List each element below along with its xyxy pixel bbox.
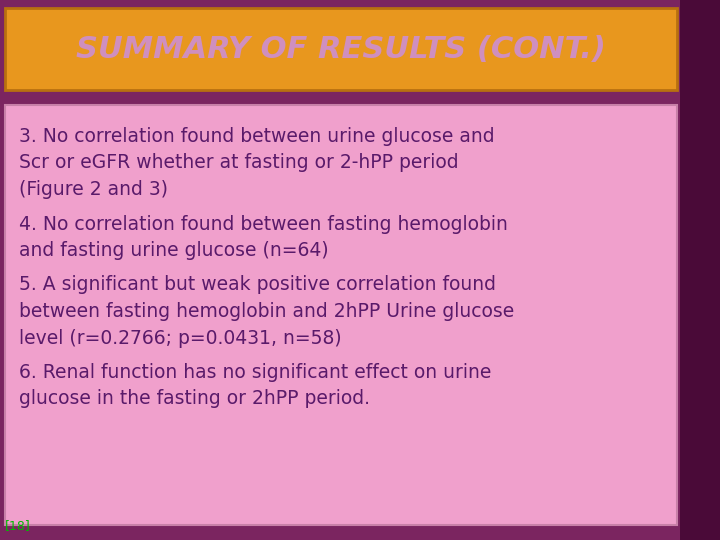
Bar <box>5 105 677 525</box>
Bar <box>680 0 720 540</box>
Bar <box>5 8 677 90</box>
Text: SUMMARY OF RESULTS (CONT.): SUMMARY OF RESULTS (CONT.) <box>76 35 606 64</box>
Text: between fasting hemoglobin and 2hPP Urine glucose: between fasting hemoglobin and 2hPP Urin… <box>19 302 514 321</box>
Text: and fasting urine glucose (n=64): and fasting urine glucose (n=64) <box>19 241 328 260</box>
Text: (Figure 2 and 3): (Figure 2 and 3) <box>19 180 168 199</box>
Text: 3. No correlation found between urine glucose and: 3. No correlation found between urine gl… <box>19 127 495 146</box>
Text: 6. Renal function has no significant effect on urine: 6. Renal function has no significant eff… <box>19 363 491 382</box>
Text: level (r=0.2766; p=0.0431, n=58): level (r=0.2766; p=0.0431, n=58) <box>19 328 341 348</box>
Text: glucose in the fasting or 2hPP period.: glucose in the fasting or 2hPP period. <box>19 389 370 408</box>
Text: 5. A significant but weak positive correlation found: 5. A significant but weak positive corre… <box>19 275 496 294</box>
Text: [18]: [18] <box>5 519 31 532</box>
Text: 4. No correlation found between fasting hemoglobin: 4. No correlation found between fasting … <box>19 214 508 233</box>
Text: Scr or eGFR whether at fasting or 2-hPP period: Scr or eGFR whether at fasting or 2-hPP … <box>19 153 459 172</box>
